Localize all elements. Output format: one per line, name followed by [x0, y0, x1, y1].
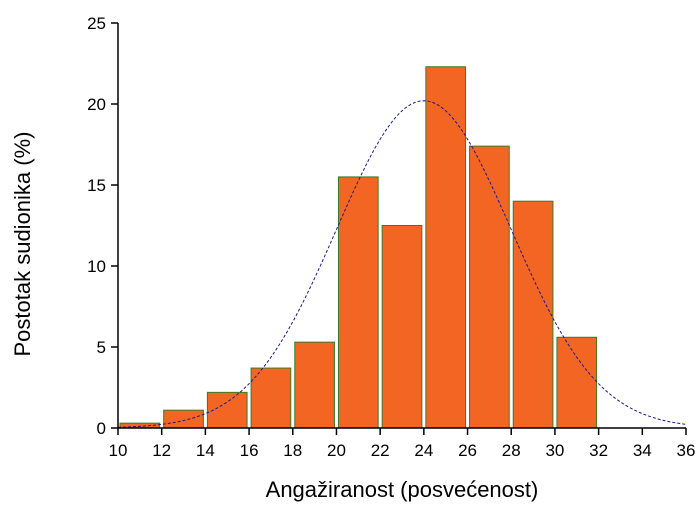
x-tick-label-14: 14 — [196, 441, 215, 460]
x-tick-label-20: 20 — [327, 441, 346, 460]
y-ticks-group: 0 5 10 15 20 25 — [87, 14, 118, 438]
x-tick-label-12: 12 — [152, 441, 171, 460]
histogram-bar-28-30 — [512, 200, 554, 429]
x-tick-label-22: 22 — [371, 441, 390, 460]
histogram-bar-30-32 — [556, 336, 598, 429]
x-tick-label-18: 18 — [283, 441, 302, 460]
x-tick-label-24: 24 — [414, 441, 433, 460]
x-tick-label-30: 30 — [545, 441, 564, 460]
x-tick-label-16: 16 — [240, 441, 259, 460]
bars-group — [119, 66, 598, 429]
x-tick-label-26: 26 — [458, 441, 477, 460]
y-tick-label-20: 20 — [87, 95, 106, 114]
histogram-bar-12-14 — [163, 409, 204, 429]
x-tick-label-34: 34 — [633, 441, 652, 460]
x-ticks-group: 10 12 14 16 18 20 22 24 26 28 30 32 34 36 — [109, 428, 696, 460]
x-tick-label-28: 28 — [502, 441, 521, 460]
axes-group — [117, 23, 686, 429]
x-tick-label-10: 10 — [109, 441, 128, 460]
y-tick-label-15: 15 — [87, 176, 106, 195]
histogram-bar-16-18 — [250, 367, 292, 429]
histogram-bar-20-22 — [337, 176, 379, 429]
y-tick-label-5: 5 — [97, 338, 106, 357]
histogram-bar-18-20 — [294, 341, 335, 429]
y-tick-label-0: 0 — [97, 419, 106, 438]
x-axis-title: Angažiranost (posvećenost) — [266, 477, 539, 502]
y-tick-label-10: 10 — [87, 257, 106, 276]
histogram-bar-14-16 — [206, 391, 248, 429]
x-tick-label-32: 32 — [589, 441, 608, 460]
x-tick-label-36: 36 — [677, 441, 696, 460]
y-axis-title: Postotak sudionika (%) — [10, 132, 35, 357]
y-tick-label-25: 25 — [87, 14, 106, 33]
histogram-bar-26-28 — [469, 145, 510, 429]
histogram-bar-22-24 — [381, 225, 423, 429]
normal-curve — [117, 100, 687, 428]
histogram-bar-24-26 — [425, 66, 467, 429]
